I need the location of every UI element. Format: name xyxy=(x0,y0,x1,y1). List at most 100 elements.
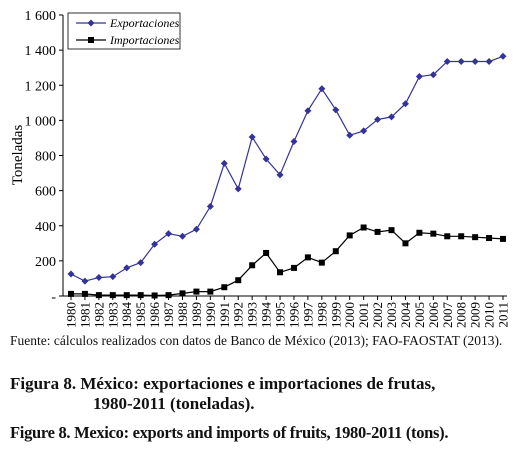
data-point-exportaciones xyxy=(499,52,507,60)
data-point-importaciones xyxy=(263,249,270,256)
data-point-exportaciones xyxy=(374,115,382,123)
data-point-importaciones xyxy=(207,288,214,295)
series-exportaciones xyxy=(67,52,507,285)
x-tick-label: 2008 xyxy=(454,302,469,328)
data-point-importaciones xyxy=(151,292,158,299)
x-tick-label: 1988 xyxy=(175,302,190,328)
figure-caption-english: Figure 8. Mexico: exports and imports of… xyxy=(10,423,449,442)
data-point-importaciones xyxy=(346,232,353,239)
data-point-importaciones xyxy=(332,248,339,255)
y-tick-label: 800 xyxy=(35,150,56,165)
data-point-exportaciones xyxy=(206,202,214,210)
x-tick-label: 1987 xyxy=(161,302,176,329)
x-tick-label: 2003 xyxy=(384,302,399,328)
legend-marker-exportaciones xyxy=(87,19,95,27)
x-tick-label: 2004 xyxy=(398,302,413,329)
data-point-exportaciones xyxy=(457,58,465,66)
y-tick-label: 200 xyxy=(35,255,56,270)
x-tick-label: 1989 xyxy=(189,302,204,328)
y-tick-label: 600 xyxy=(35,185,56,200)
data-point-exportaciones xyxy=(109,273,117,281)
data-point-exportaciones xyxy=(67,270,75,278)
data-point-exportaciones xyxy=(137,259,145,267)
y-tick-label: 400 xyxy=(35,220,56,235)
data-point-exportaciones xyxy=(443,58,451,66)
x-tick-label: 2002 xyxy=(370,302,385,328)
legend-label-importaciones: Importaciones xyxy=(109,33,180,47)
data-point-importaciones xyxy=(360,224,367,231)
data-point-importaciones xyxy=(304,254,311,261)
x-tick-label: 2011 xyxy=(496,302,511,328)
data-point-exportaciones xyxy=(178,232,186,240)
data-point-importaciones xyxy=(458,233,465,240)
data-point-importaciones xyxy=(444,233,451,240)
data-point-exportaciones xyxy=(151,240,159,248)
legend-marker-importaciones xyxy=(88,37,94,43)
data-point-exportaciones xyxy=(95,274,103,282)
data-point-exportaciones xyxy=(165,230,173,238)
chart-axes xyxy=(62,15,507,297)
x-tick-label: 2009 xyxy=(468,302,483,328)
data-point-importaciones xyxy=(277,269,284,276)
x-tick-label: 1993 xyxy=(245,302,260,328)
x-tick-label: 1992 xyxy=(231,302,246,328)
data-point-exportaciones xyxy=(318,85,326,93)
x-tick-label: 1981 xyxy=(77,302,92,328)
figure-caption-spanish: Figura 8. México: exportaciones e import… xyxy=(10,374,515,414)
data-point-importaciones xyxy=(374,228,381,235)
data-point-importaciones xyxy=(472,234,479,241)
data-point-importaciones xyxy=(95,292,102,299)
data-point-importaciones xyxy=(388,227,395,234)
data-point-importaciones xyxy=(430,230,437,237)
x-tick-label: 2010 xyxy=(482,302,497,328)
x-tick-label: 1994 xyxy=(259,302,274,329)
data-point-exportaciones xyxy=(262,155,270,163)
data-point-exportaciones xyxy=(332,106,340,114)
chart-series xyxy=(67,52,507,299)
source-note: Fuente: cálculos realizados con datos de… xyxy=(10,333,503,348)
x-tick-label: 1984 xyxy=(119,302,134,329)
y-axis-ticks: - 200 400 600 800 1 000 1 200 1 400 1 600 xyxy=(25,9,63,305)
data-point-exportaciones xyxy=(401,100,409,108)
data-point-importaciones xyxy=(81,290,88,297)
x-tick-label: 1997 xyxy=(300,302,315,329)
data-point-importaciones xyxy=(193,288,200,295)
data-point-exportaciones xyxy=(192,225,200,233)
series-line-exportaciones xyxy=(70,55,504,282)
data-point-importaciones xyxy=(179,290,186,297)
data-point-importaciones xyxy=(235,277,242,284)
data-point-importaciones xyxy=(137,292,144,299)
data-point-exportaciones xyxy=(81,277,89,285)
chart-legend: Exportaciones Importaciones xyxy=(67,12,181,50)
caption-es-line1: Figura 8. México: exportaciones e import… xyxy=(10,374,436,393)
legend-box xyxy=(67,12,181,50)
data-point-exportaciones xyxy=(388,113,396,121)
x-tick-label: 2005 xyxy=(412,302,427,328)
y-axis-label: Toneladas xyxy=(10,125,26,186)
x-tick-label: 1991 xyxy=(217,302,232,328)
x-tick-label: 2000 xyxy=(342,302,357,328)
x-tick-label: 1985 xyxy=(133,302,148,328)
data-point-exportaciones xyxy=(123,264,131,272)
data-point-importaciones xyxy=(290,264,297,271)
data-point-exportaciones xyxy=(290,137,298,145)
x-tick-label: 1995 xyxy=(273,302,288,328)
x-tick-label: 2007 xyxy=(440,302,455,329)
data-point-importaciones xyxy=(500,235,506,242)
y-tick-label: - xyxy=(51,290,56,305)
x-tick-label: 1996 xyxy=(286,302,301,329)
x-tick-label: 1999 xyxy=(328,302,343,328)
data-point-exportaciones xyxy=(276,171,284,179)
y-tick-label: 1 000 xyxy=(25,114,57,129)
data-point-importaciones xyxy=(109,292,116,299)
x-tick-label: 1986 xyxy=(147,302,162,329)
data-point-exportaciones xyxy=(415,72,423,80)
data-point-exportaciones xyxy=(360,127,368,135)
data-point-exportaciones xyxy=(220,159,228,167)
series-importaciones xyxy=(68,224,506,299)
data-point-importaciones xyxy=(249,262,256,269)
data-point-exportaciones xyxy=(429,71,437,79)
caption-es-line2: 1980-2011 (toneladas). xyxy=(93,394,255,413)
y-tick-label: 1 200 xyxy=(25,79,57,94)
data-point-importaciones xyxy=(402,240,409,247)
